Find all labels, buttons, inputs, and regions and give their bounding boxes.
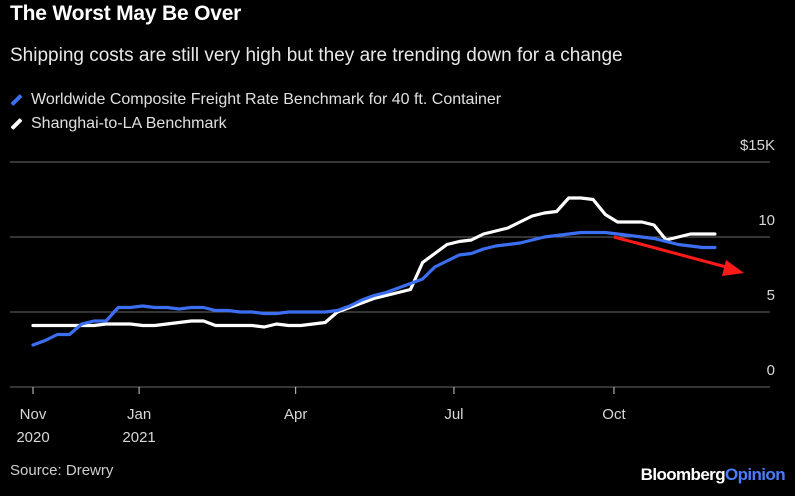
x-tick-sublabel: 2020 [16,429,49,446]
legend-item-shanghai: Shanghai-to-LA Benchmark [10,112,501,136]
x-tick-label: Nov [20,406,47,423]
legend-item-composite: Worldwide Composite Freight Rate Benchma… [10,88,501,112]
source-note: Source: Drewry [10,462,114,479]
legend-label-composite: Worldwide Composite Freight Rate Benchma… [31,91,502,108]
series-line-composite [31,230,717,347]
brand-part-bloomberg: Bloomberg [640,465,726,484]
x-tick-sublabel: 2021 [122,429,155,446]
chart-legend: Worldwide Composite Freight Rate Benchma… [10,88,501,136]
annotation-arrow-head [722,260,744,276]
y-tick-label: $15K [740,137,775,154]
annotation-arrow-shaft [613,235,731,270]
y-tick-label: 5 [767,287,775,304]
x-tick-label: Jan [127,406,151,423]
chart-title: The Worst May Be Over [10,2,242,25]
bloomberg-opinion-logo: BloombergOpinion [640,465,786,485]
series-line-shanghai [31,196,717,329]
x-tick-label: Apr [284,406,307,423]
y-tick-label: 10 [758,212,775,229]
chart-subtitle: Shipping costs are still very high but t… [10,45,623,66]
x-tick-label: Jul [444,406,463,423]
x-tick-label: Oct [602,406,626,423]
legend-label-shanghai: Shanghai-to-LA Benchmark [31,115,227,132]
y-tick-label: 0 [767,362,775,379]
brand-part-opinion: Opinion [724,465,786,484]
